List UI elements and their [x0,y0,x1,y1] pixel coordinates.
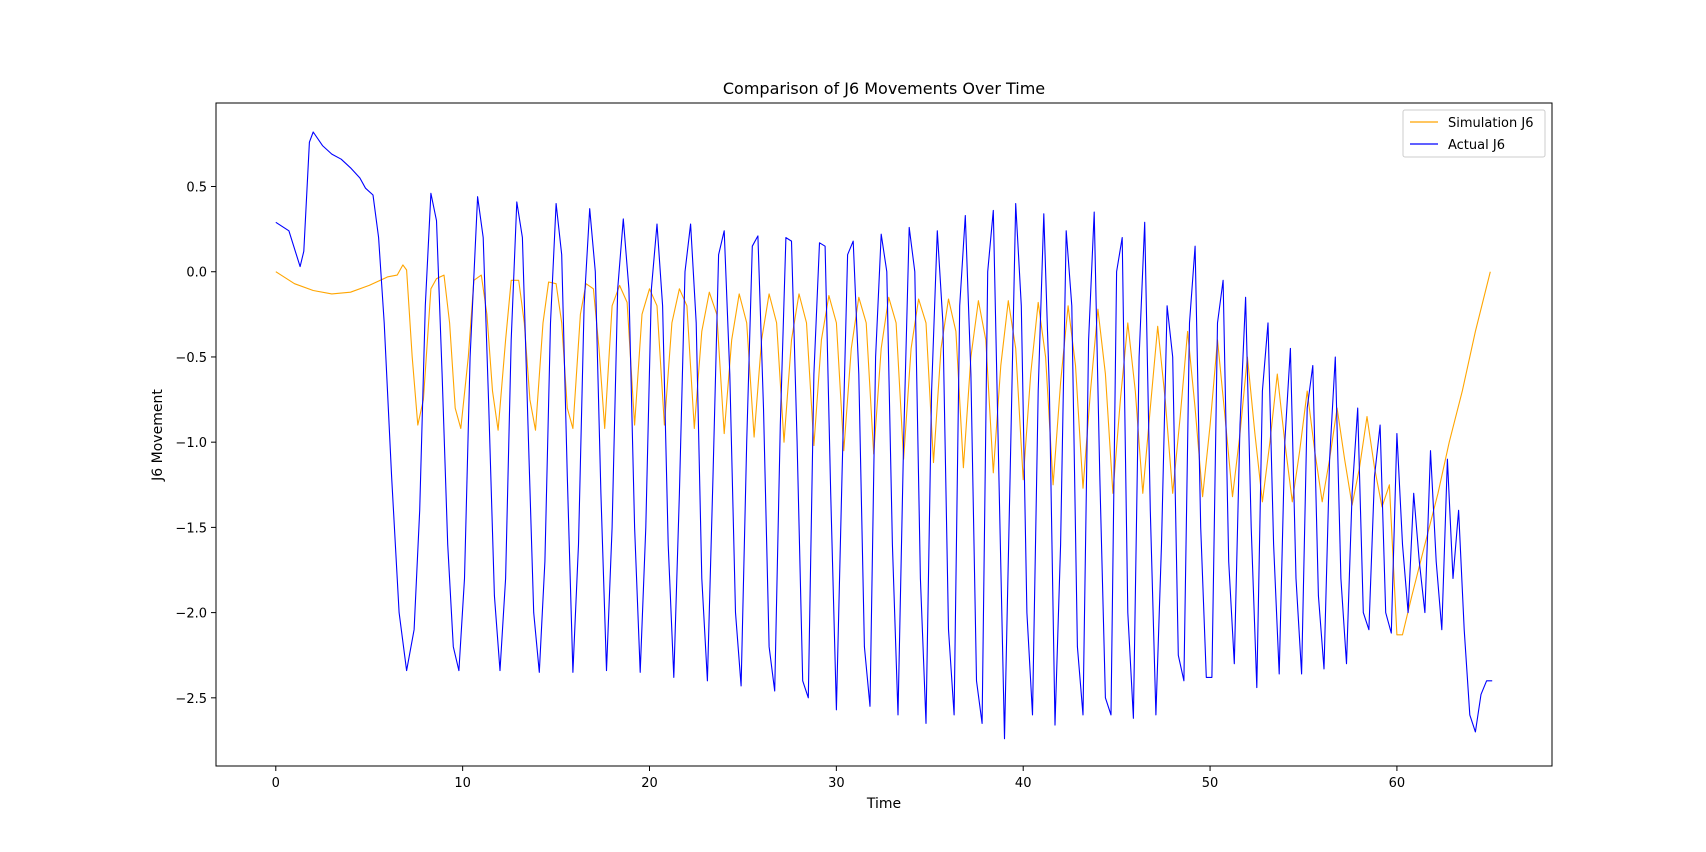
x-tick-label: 20 [641,776,658,791]
x-tick-label: 30 [828,776,845,791]
y-tick-label: −2.0 [175,607,207,622]
legend: Simulation J6 Actual J6 [1402,109,1546,158]
x-tick-label: 10 [454,776,471,791]
plot-area [275,131,1493,740]
x-axis-label: Time [866,796,901,812]
y-tick-label: 0.5 [186,181,207,196]
series-line-simulation [275,264,1491,636]
y-tick-label: 0.0 [186,266,207,281]
y-tick-label: −2.5 [175,692,207,707]
x-tick-label: 0 [272,776,280,791]
chart-title: Comparison of J6 Movements Over Time [723,79,1045,98]
y-tick-label: −1.0 [175,436,207,451]
legend-box [1402,109,1546,158]
plot-frame [215,102,1553,767]
x-tick-label: 60 [1389,776,1406,791]
y-axis-label: J6 Movement [150,389,166,482]
y-axis: 0.5 0.0 −0.5 −1.0 −1.5 −2.0 −2.5 [175,181,216,707]
legend-label-actual: Actual J6 [1448,138,1505,153]
x-tick-label: 40 [1015,776,1032,791]
y-tick-label: −1.5 [175,521,207,536]
legend-label-simulation: Simulation J6 [1448,116,1533,131]
x-axis: 0 10 20 30 40 50 60 [272,766,1406,791]
y-tick-label: −0.5 [175,351,207,366]
series-line-actual [275,131,1493,740]
x-tick-label: 50 [1202,776,1219,791]
